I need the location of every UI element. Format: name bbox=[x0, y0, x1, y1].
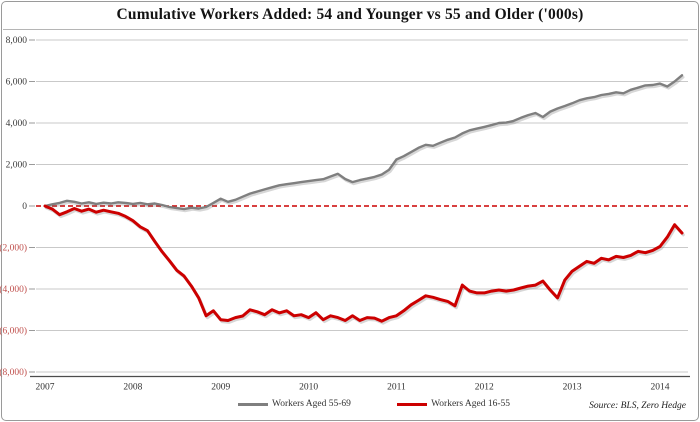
y-tick-label: (8,000) bbox=[0, 367, 27, 378]
y-tick-label: 8,000 bbox=[6, 36, 28, 46]
y-tick-label: 6,000 bbox=[6, 78, 28, 88]
series-line-55-plus bbox=[43, 74, 684, 211]
y-tick-label: (4,000) bbox=[0, 284, 27, 295]
chart-title: Cumulative Workers Added: 54 and Younger… bbox=[116, 6, 584, 23]
x-tick-label: 2010 bbox=[299, 383, 318, 393]
legend-label-16-54: Workers Aged 16-55 bbox=[431, 399, 510, 409]
x-tick-label: 2011 bbox=[387, 383, 406, 393]
x-tick-label: 2007 bbox=[36, 383, 55, 393]
legend-swatch-red-line bbox=[397, 402, 428, 406]
legend: Workers Aged 55-69 Workers Aged 16-55 bbox=[238, 399, 510, 409]
legend-item-16-54: Workers Aged 16-55 bbox=[397, 399, 510, 409]
series-shadow bbox=[45, 76, 685, 213]
x-tick-label: 2012 bbox=[475, 383, 494, 393]
y-tick-label: 2,000 bbox=[6, 161, 28, 171]
y-tick-label: 4,000 bbox=[6, 119, 28, 129]
y-tick-label: 0 bbox=[22, 202, 27, 212]
title-divider bbox=[3, 29, 697, 30]
x-tick-label: 2008 bbox=[123, 383, 142, 393]
x-tick-label: 2014 bbox=[650, 383, 669, 393]
series-shadow bbox=[44, 206, 685, 325]
source-note: Source: BLS, Zero Hedge bbox=[589, 401, 686, 411]
legend-label-55-plus: Workers Aged 55-69 bbox=[272, 399, 351, 409]
series-line-16-54 bbox=[43, 204, 684, 323]
x-tick-label: 2013 bbox=[563, 383, 582, 393]
legend-item-55-plus: Workers Aged 55-69 bbox=[238, 399, 351, 409]
y-tick-label: (6,000) bbox=[0, 326, 27, 337]
x-tick-label: 2009 bbox=[211, 383, 230, 393]
y-tick-label: (2,000) bbox=[0, 243, 27, 254]
legend-swatch-gray-line bbox=[238, 402, 268, 406]
